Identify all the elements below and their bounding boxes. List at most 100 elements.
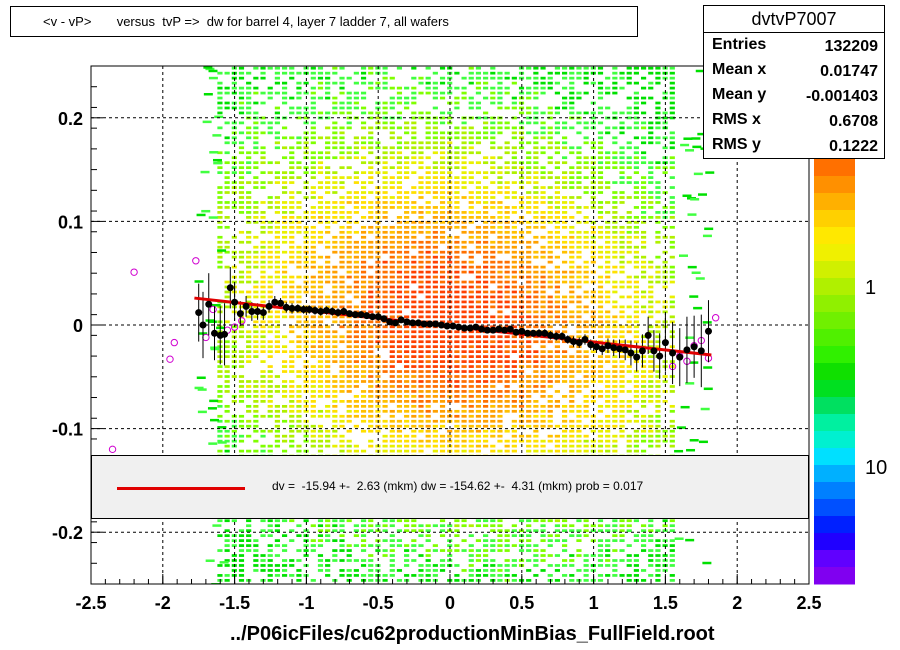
heatmap-cell [432, 305, 438, 309]
heatmap-cell [605, 395, 611, 398]
heatmap-cell [267, 574, 273, 577]
heatmap-cell [267, 519, 273, 523]
heatmap-cell [281, 191, 288, 194]
heatmap-cell [461, 355, 467, 358]
heatmap-cell [346, 444, 352, 448]
heatmap-cell [518, 549, 525, 552]
heatmap-cell [325, 62, 330, 65]
heatmap-cell [569, 235, 575, 239]
heatmap-cell [526, 250, 532, 254]
heatmap-cell [411, 404, 417, 408]
heatmap-cell [353, 524, 359, 528]
heatmap-cell [490, 225, 496, 229]
heatmap-cell [597, 171, 604, 174]
heatmap-cell [504, 395, 510, 398]
heatmap-cell [633, 380, 639, 383]
heatmap-cell [411, 146, 417, 150]
heatmap-cell [526, 544, 532, 547]
heatmap-cell [432, 71, 438, 75]
heatmap-cell [238, 141, 245, 145]
heatmap-cell [526, 245, 532, 249]
heatmap-cell [253, 549, 259, 552]
heatmap-cell [583, 310, 589, 314]
heatmap-cell [296, 300, 302, 304]
heatmap-cell [468, 355, 474, 358]
heatmap-cell [597, 305, 604, 309]
heatmap-cell [346, 201, 352, 204]
heatmap-cell [411, 559, 417, 562]
heatmap-cell [267, 265, 273, 269]
heatmap-cell [597, 265, 604, 269]
heatmap-cell [439, 295, 446, 299]
heatmap-cell [518, 171, 525, 174]
heatmap-cell [475, 404, 482, 408]
heatmap-cell [640, 310, 647, 314]
heatmap-cell [332, 245, 338, 249]
heatmap-cell [389, 196, 395, 199]
heatmap-cell [317, 161, 324, 165]
heatmap-cell [411, 544, 417, 547]
heatmap-cell [325, 534, 331, 538]
heatmap-cell [432, 419, 438, 423]
heatmap-cell [389, 76, 395, 80]
heatmap-cell [633, 340, 639, 344]
heatmap-cell [533, 171, 539, 174]
heatmap-cell [289, 419, 295, 423]
heatmap-cell [483, 216, 489, 219]
color-scale-step [814, 227, 855, 245]
heatmap-cell [640, 414, 647, 418]
heatmap-cell [346, 265, 352, 269]
heatmap-cell [253, 320, 259, 324]
heatmap-cell [483, 549, 489, 552]
heatmap-cell [238, 365, 245, 368]
heatmap-cell [274, 554, 280, 557]
heatmap-cell [597, 315, 604, 319]
heatmap-cell [267, 449, 273, 453]
heatmap-cell [605, 265, 611, 269]
heatmap-cell [612, 519, 618, 523]
heatmap-cell [224, 579, 230, 582]
heatmap-cell [375, 549, 381, 552]
heatmap-cell [605, 419, 611, 423]
heatmap-cell [281, 395, 288, 398]
heatmap-cell [533, 380, 539, 383]
heatmap-cell [217, 91, 223, 95]
heatmap-cell [447, 320, 453, 324]
heatmap-cell [389, 126, 395, 130]
heatmap-cell [238, 131, 245, 135]
heatmap-cell [626, 116, 632, 120]
heatmap-cell [253, 136, 259, 140]
heatmap-cell [605, 335, 611, 339]
heatmap-cell [332, 524, 338, 528]
heatmap-cell [267, 370, 273, 373]
heatmap-cell [576, 300, 582, 304]
heatmap-cell [296, 315, 302, 319]
heatmap-cell [418, 225, 424, 229]
heatmap-cell [633, 111, 639, 115]
heatmap-cell [597, 355, 604, 358]
heatmap-cell [425, 549, 431, 552]
heatmap-cell [597, 390, 604, 393]
heatmap-cell [353, 529, 359, 533]
heatmap-cell [418, 569, 424, 572]
heatmap-cell [432, 300, 438, 304]
heatmap-cell [497, 201, 503, 204]
heatmap-cell [274, 345, 280, 349]
heatmap-cell [253, 151, 259, 155]
heatmap-cell [605, 62, 610, 65]
heatmap-cell [555, 62, 560, 65]
heatmap-cell [224, 380, 230, 383]
heatmap-cell [289, 275, 295, 279]
heatmap-cell [396, 300, 403, 304]
heatmap-cell [518, 86, 525, 90]
heatmap-cell [648, 574, 654, 577]
heatmap-cell [475, 250, 482, 254]
heatmap-cell [325, 191, 331, 194]
heatmap-cell [626, 559, 632, 562]
heatmap-cell [511, 171, 517, 174]
heatmap-cell [238, 330, 245, 334]
heatmap-cell [547, 171, 553, 174]
heatmap-cell [497, 340, 503, 344]
heatmap-cell [360, 225, 367, 229]
heatmap-cell [253, 66, 259, 70]
